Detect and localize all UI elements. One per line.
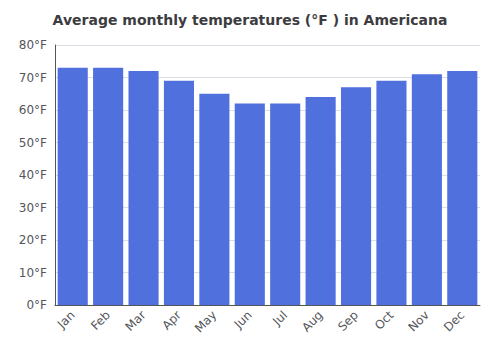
svg-text:60°F: 60°F — [19, 103, 47, 117]
svg-text:Oct: Oct — [372, 308, 397, 333]
svg-text:0°F: 0°F — [26, 298, 47, 312]
svg-text:40°F: 40°F — [19, 168, 47, 182]
svg-text:20°F: 20°F — [19, 233, 47, 247]
svg-text:Aug: Aug — [299, 308, 325, 334]
svg-text:Nov: Nov — [405, 308, 431, 334]
svg-text:Jul: Jul — [269, 308, 290, 329]
svg-text:10°F: 10°F — [19, 266, 47, 280]
svg-text:Feb: Feb — [88, 308, 113, 333]
svg-text:Apr: Apr — [159, 308, 184, 333]
svg-text:Average monthly temperatures (: Average monthly temperatures (°F ) in Am… — [53, 12, 448, 28]
svg-text:Jun: Jun — [231, 308, 255, 332]
svg-text:70°F: 70°F — [19, 71, 47, 85]
svg-text:80°F: 80°F — [19, 38, 47, 52]
svg-text:Sep: Sep — [335, 308, 361, 334]
svg-text:Jan: Jan — [54, 308, 78, 332]
svg-text:30°F: 30°F — [19, 201, 47, 215]
svg-text:50°F: 50°F — [19, 136, 47, 150]
svg-text:Dec: Dec — [441, 308, 467, 334]
svg-text:May: May — [192, 308, 219, 335]
svg-text:Mar: Mar — [123, 308, 149, 334]
